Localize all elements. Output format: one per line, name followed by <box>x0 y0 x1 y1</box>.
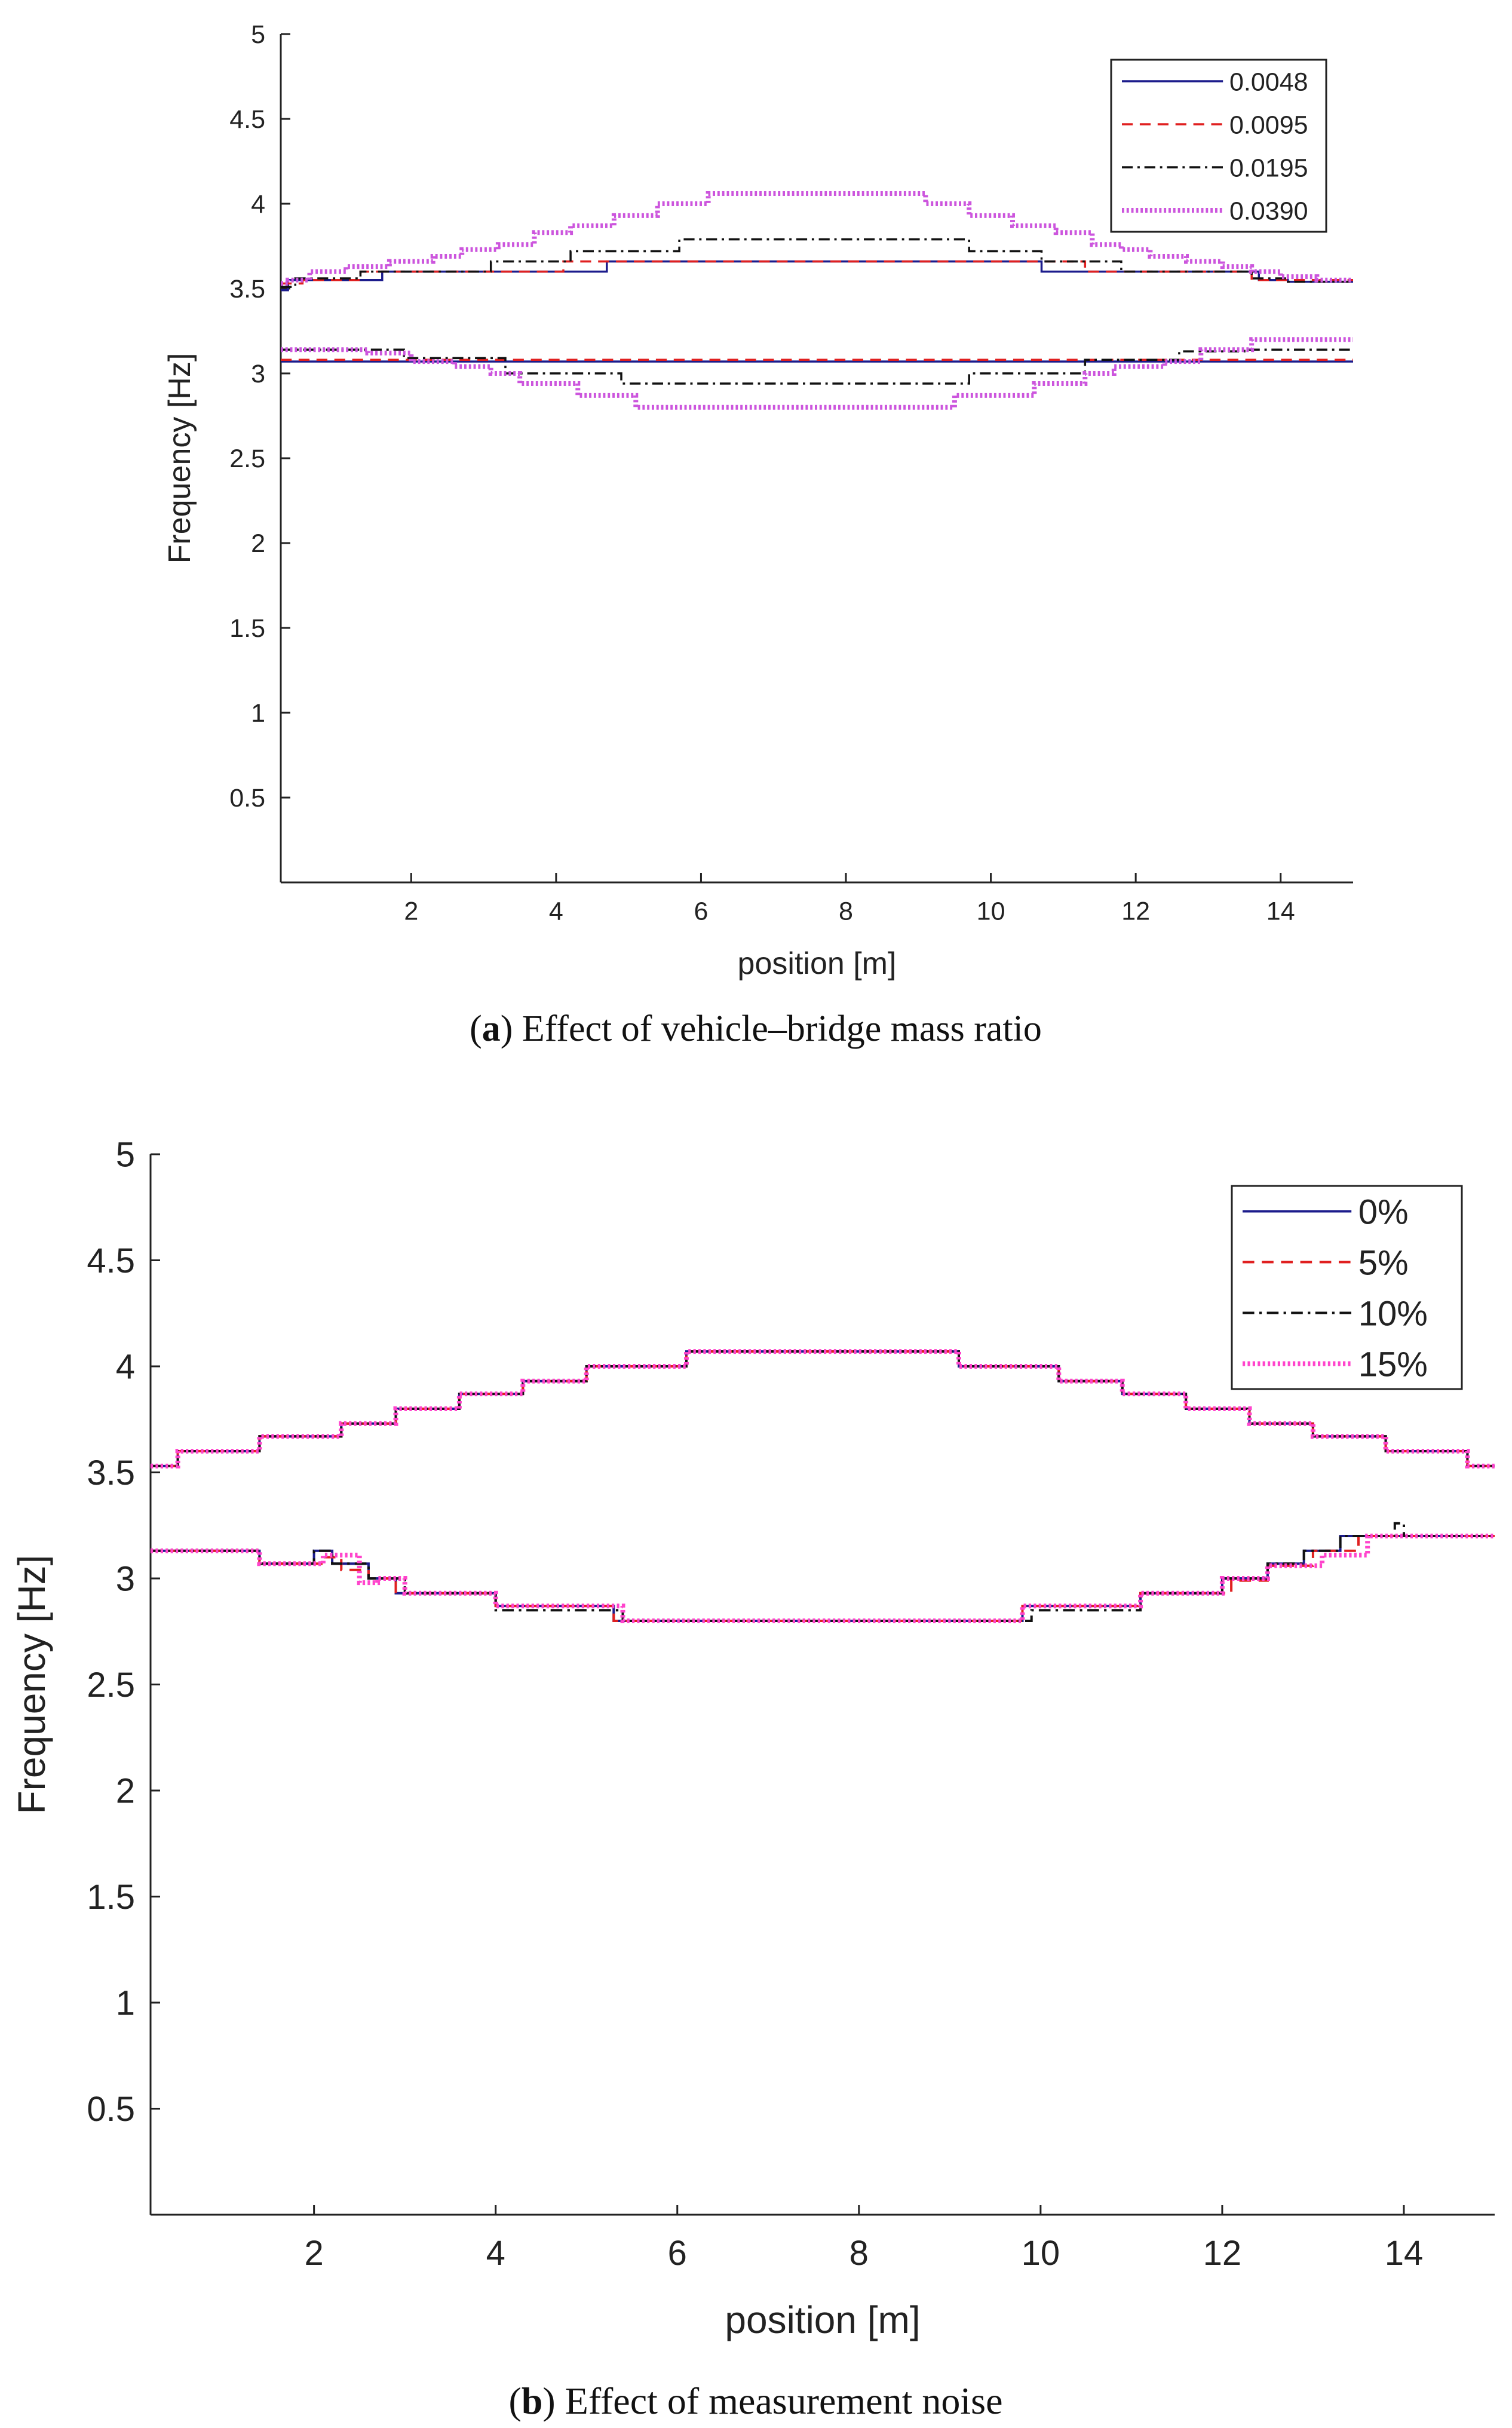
x-tick-label: 12 <box>1121 897 1150 925</box>
series-line-upper-4 <box>151 1349 1495 1469</box>
x-tick-label: 8 <box>839 897 853 925</box>
y-tick-label: 3.5 <box>229 275 265 304</box>
series-line-lower-4 <box>151 1534 1495 1623</box>
x-tick-label: 10 <box>1022 2234 1060 2273</box>
legend-box <box>1110 59 1327 233</box>
legend-label: 0.0195 <box>1229 154 1308 182</box>
x-tick-label: 6 <box>668 2234 687 2273</box>
y-tick-label: 1.5 <box>229 614 265 643</box>
chart-panel-a: 0.5 1 1.5 2 2.5 3 3.5 4 4.5 5 2 4 6 8 10 12 14 position [… <box>162 20 1353 1049</box>
series-line-upper-4 <box>281 191 1353 286</box>
series-line-upper-3 <box>281 238 1353 288</box>
legend-label: 0.0095 <box>1229 111 1308 139</box>
legend-label: 5% <box>1358 1243 1409 1282</box>
y-tick-label: 3 <box>116 1559 135 1598</box>
y-tick-label: 4 <box>116 1347 135 1386</box>
x-tick-label: 4 <box>486 2234 505 2273</box>
x-tick-label: 2 <box>404 897 418 925</box>
y-tick-label: 1.5 <box>87 1878 135 1917</box>
y-axis-label: Frequency [Hz] <box>162 353 197 564</box>
series-line-lower-1 <box>151 1535 1495 1622</box>
y-tick-label: 0.5 <box>229 784 265 813</box>
series-line-lower-2 <box>151 1535 1495 1622</box>
y-tick-label: 2.5 <box>87 1666 135 1704</box>
x-tick-label: 10 <box>977 897 1005 925</box>
x-axis-label: position [m] <box>725 2298 920 2341</box>
y-tick-label: 1 <box>116 1984 135 2022</box>
y-tick-label: 1 <box>251 699 265 728</box>
y-tick-label: 4 <box>251 190 265 219</box>
figure-caption: (b) Effect of measurement noise <box>509 2380 1003 2422</box>
series-line-upper-1 <box>281 260 1353 292</box>
x-tick-label: 14 <box>1385 2234 1424 2273</box>
y-tick-label: 4.5 <box>229 105 265 134</box>
x-tick-label: 6 <box>694 897 708 925</box>
y-tick-label: 2 <box>116 1771 135 1810</box>
chart-panel-b: 0.5 1 1.5 2 2.5 3 3.5 4 4.5 5 2 4 6 8 10 12 14 position [… <box>10 1135 1495 2422</box>
y-axis-label: Frequency [Hz] <box>10 1555 53 1814</box>
y-tick-label: 2.5 <box>229 444 265 473</box>
y-tick-label: 3.5 <box>87 1454 135 1492</box>
x-tick-label: 14 <box>1266 897 1295 925</box>
legend-label: 0.0390 <box>1229 197 1308 225</box>
figure-caption: (a) Effect of vehicle–bridge mass ratio <box>470 1008 1042 1049</box>
y-tick-label: 5 <box>251 20 265 49</box>
legend-label: 0.0048 <box>1229 68 1308 96</box>
y-tick-label: 2 <box>251 529 265 558</box>
series-line-lower-3 <box>281 348 1353 385</box>
x-tick-label: 2 <box>305 2234 324 2273</box>
legend-label: 10% <box>1358 1294 1428 1333</box>
y-tick-label: 0.5 <box>87 2090 135 2129</box>
x-tick-label: 8 <box>849 2234 869 2273</box>
y-tick-label: 3 <box>251 360 265 388</box>
y-tick-label: 5 <box>116 1135 135 1174</box>
series-line-lower-3 <box>151 1522 1495 1622</box>
plot-area <box>151 1349 1495 1623</box>
legend-label: 0% <box>1358 1192 1409 1231</box>
x-axis-label: position [m] <box>738 946 897 981</box>
x-tick-label: 12 <box>1203 2234 1242 2273</box>
plot-area <box>281 191 1353 410</box>
series-line-lower-4 <box>281 337 1353 410</box>
y-tick-label: 4.5 <box>87 1241 135 1280</box>
legend-label: 15% <box>1358 1345 1428 1384</box>
legend-box <box>1231 1185 1463 1390</box>
x-tick-label: 4 <box>549 897 563 925</box>
